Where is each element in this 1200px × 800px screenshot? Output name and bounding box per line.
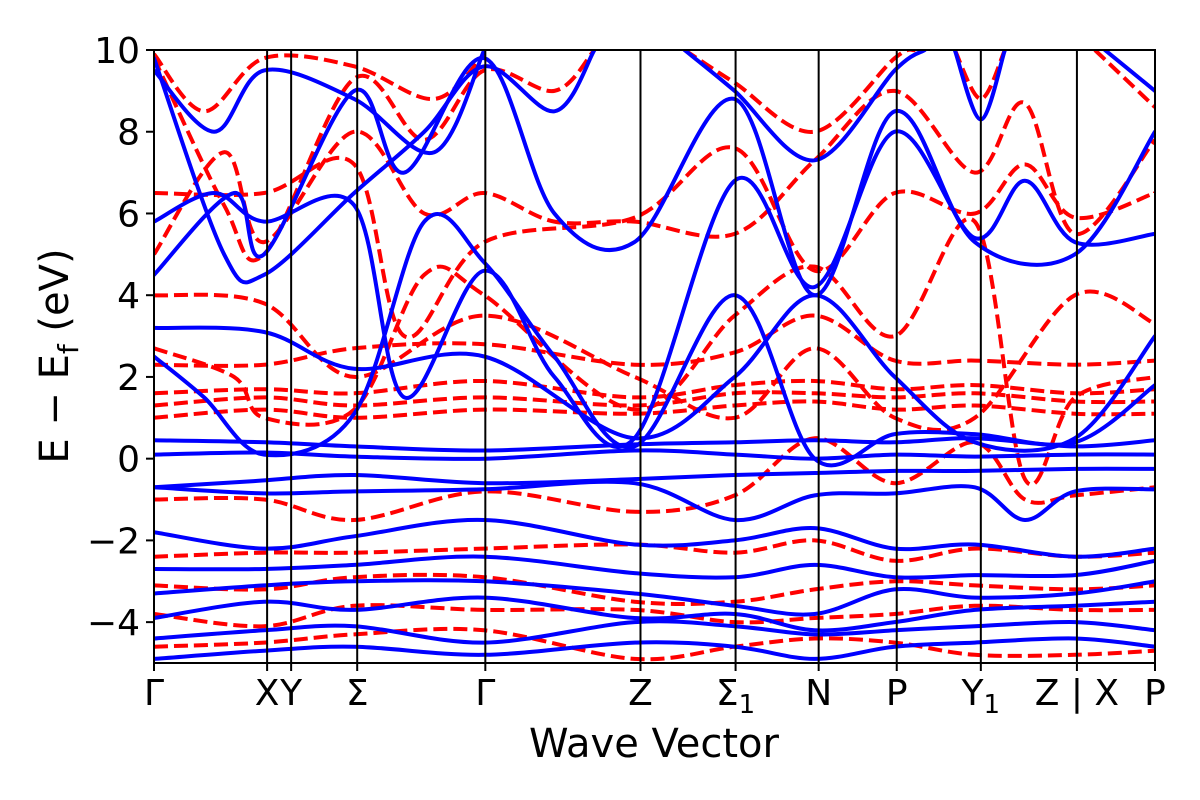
dashed-band-8 [154, 626, 1155, 662]
dashed-band-4 [154, 436, 1155, 523]
x-tick-label: N [805, 673, 832, 714]
solid-band-1 [154, 448, 1155, 461]
y-axis: −4 −2 0 2 4 6 8 10 [87, 31, 154, 644]
x-tick-label: X [255, 673, 280, 714]
solid-band-6 [154, 578, 1155, 617]
solid-band-7 [154, 595, 1155, 633]
dashed-band-10 [154, 216, 1155, 487]
dashed-band-16 [154, 52, 486, 114]
bands-group [154, 50, 1155, 662]
x-tick-label: Z [628, 673, 653, 714]
x-tick-label: Y [279, 673, 303, 714]
y-tick-label: 10 [94, 31, 140, 72]
x-axis-label: Wave Vector [529, 721, 780, 767]
solid-band-9 [154, 636, 1155, 661]
solid-band-15 [682, 50, 927, 163]
dashed-band-17 [1093, 50, 1155, 109]
y-tick-label: 8 [117, 113, 140, 154]
dashed-band-7 [154, 603, 1155, 629]
x-tick-label: P [886, 673, 908, 714]
solid-band-8 [154, 619, 1155, 645]
x-tick-label: Γ [475, 673, 495, 714]
solid-band-0 [154, 466, 1155, 490]
dashed-band-14 [683, 50, 916, 134]
y-axis-label: E − Ef (eV) [32, 248, 85, 463]
dashed-band-11 [154, 145, 1155, 340]
plot-area [153, 49, 1156, 664]
dashed-band-5 [154, 538, 1155, 563]
dashed-band-2 [154, 378, 1155, 400]
y-tick-label: −2 [87, 521, 140, 562]
dashed-band-9 [154, 289, 1155, 432]
solid-band-13 [154, 56, 1155, 298]
solid-band-17 [154, 50, 487, 156]
x-tick-label: Σ [346, 673, 369, 714]
solid-band-14 [154, 50, 597, 285]
solid-band-18 [1102, 50, 1155, 93]
y-tick-label: 6 [117, 194, 140, 235]
x-tick-label: Γ [144, 673, 164, 714]
dashed-band-13 [154, 50, 596, 263]
x-tick-label: P [1144, 673, 1166, 714]
y-tick-label: 2 [117, 358, 140, 399]
y-tick-label: 4 [117, 276, 140, 317]
dashed-band-3 [154, 313, 1155, 368]
y-tick-label: −4 [87, 603, 140, 644]
plot-frame [153, 49, 1156, 664]
solid-band-4 [154, 517, 1155, 559]
solid-band-5 [154, 554, 1155, 580]
solid-band-11 [154, 212, 1155, 468]
y-tick-label: 0 [117, 440, 140, 481]
x-tick-label: Z | X [1035, 673, 1119, 714]
solid-band-10 [154, 293, 1155, 453]
